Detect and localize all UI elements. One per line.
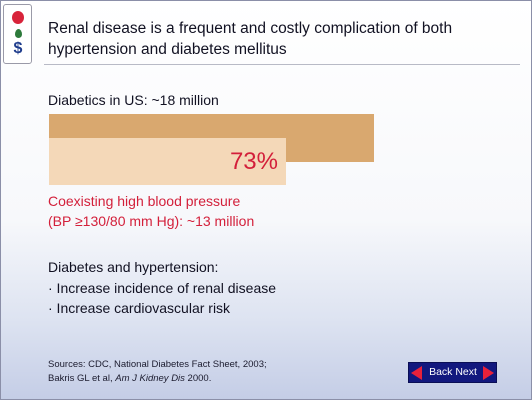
diabetics-label: Diabetics in US: ~18 million bbox=[48, 92, 219, 108]
hypertension-share-bar bbox=[49, 138, 286, 185]
dh-heading: Diabetes and hypertension: bbox=[48, 259, 219, 275]
coexisting-line-2: (BP ≥130/80 mm Hg): ~13 million bbox=[48, 213, 255, 229]
back-next-label[interactable]: Back Next bbox=[429, 366, 477, 378]
percent-label: 73% bbox=[229, 148, 278, 175]
diabetes-hypertension-block: Diabetes and hypertension: · Increase in… bbox=[48, 257, 276, 319]
sources-citation: Sources: CDC, National Diabetes Fact She… bbox=[48, 358, 267, 386]
dollar-icon: $ bbox=[13, 40, 23, 57]
title-line-1: Renal disease is a frequent and costly c… bbox=[48, 20, 453, 37]
coexisting-text: Coexisting high blood pressure (BP ≥130/… bbox=[48, 191, 254, 231]
navigation-bar: Back Next bbox=[408, 362, 497, 383]
next-arrow-icon[interactable] bbox=[483, 366, 494, 380]
dh-bullet-1: · Increase incidence of renal disease bbox=[48, 279, 277, 296]
sources-year: 2000. bbox=[184, 373, 212, 384]
slide-title: Renal disease is a frequent and costly c… bbox=[48, 18, 518, 60]
heart-icon bbox=[12, 11, 24, 24]
sources-line-2: Bakris GL et al, Am J Kidney Dis 2000. bbox=[48, 372, 267, 386]
title-divider bbox=[44, 64, 520, 65]
dh-bullet-2: · Increase cardiovascular risk bbox=[48, 300, 231, 316]
sources-line-1: Sources: CDC, National Diabetes Fact She… bbox=[48, 359, 267, 370]
logo: $ bbox=[3, 4, 32, 64]
back-arrow-icon[interactable] bbox=[411, 366, 422, 380]
drop-icon bbox=[15, 29, 22, 38]
sources-authors: Bakris GL et al, bbox=[48, 373, 116, 384]
title-line-2: hypertension and diabetes mellitus bbox=[48, 41, 287, 58]
sources-journal: Am J Kidney Dis bbox=[115, 373, 185, 384]
coexisting-line-1: Coexisting high blood pressure bbox=[48, 193, 241, 209]
